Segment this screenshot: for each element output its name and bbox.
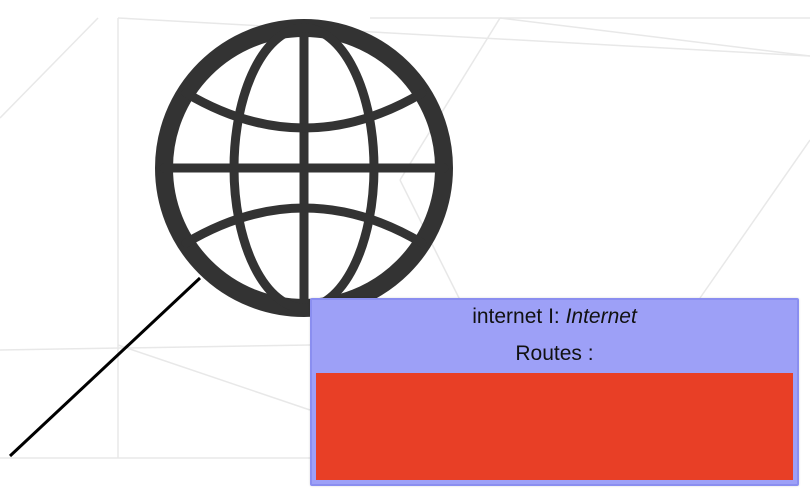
connector-line	[8, 276, 202, 458]
node-type: Internet	[565, 305, 637, 328]
node-name: internet I	[472, 305, 554, 328]
node-title: internet I: Internet	[312, 305, 797, 329]
routes-panel[interactable]	[316, 373, 793, 480]
internet-node[interactable]: internet I: Internet Routes :	[310, 298, 799, 486]
routes-label: Routes :	[515, 342, 594, 365]
globe-icon[interactable]	[155, 19, 453, 317]
node-type-separator: :	[553, 305, 566, 328]
background-grid	[0, 17, 810, 459]
